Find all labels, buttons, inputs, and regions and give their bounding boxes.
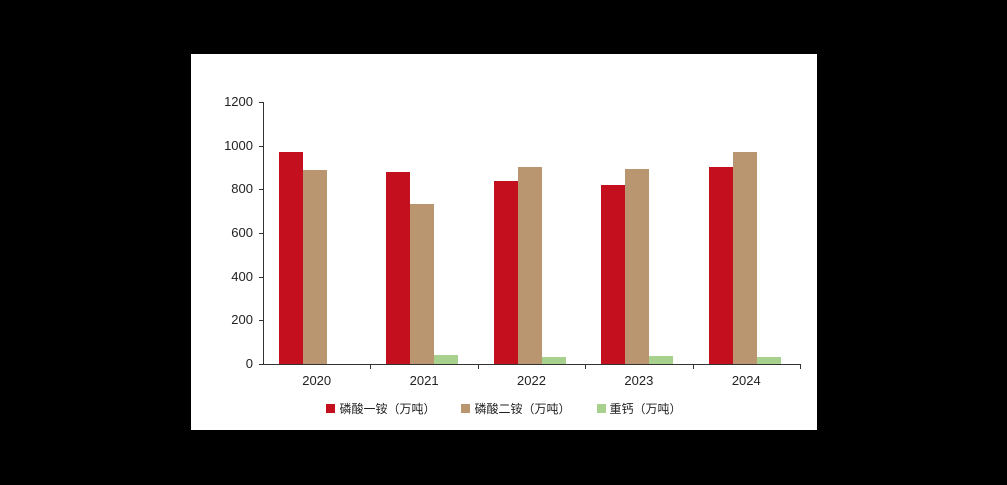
bar-2022-series-2 — [541, 357, 566, 364]
x-axis — [263, 364, 800, 365]
y-tick-label: 200 — [231, 312, 253, 328]
bar-2024-series-2 — [756, 356, 781, 364]
bar-2024-series-1 — [732, 151, 757, 364]
x-tick — [692, 364, 694, 369]
bar-2023-series-0 — [601, 184, 626, 364]
chart-panel: 0 200 400 600 800 1000 1200 2020 2021 2022 2023 202… — [191, 54, 817, 430]
legend-item: 磷酸一铵（万吨） — [326, 400, 435, 417]
x-tick — [800, 364, 801, 369]
bar-2023-series-2 — [649, 356, 674, 364]
bar-2024-series-0 — [708, 166, 733, 364]
x-tick-label: 2024 — [731, 373, 761, 388]
y-tick — [259, 320, 263, 322]
bar-2020-series-0 — [279, 152, 303, 364]
bar-2022-series-0 — [493, 181, 518, 364]
x-tick — [370, 364, 372, 369]
y-tick-label: 800 — [231, 181, 253, 197]
x-tick — [585, 364, 587, 369]
y-tick — [259, 276, 263, 278]
y-tick — [259, 233, 263, 234]
x-tick-label: 2022 — [517, 373, 546, 388]
bar-2020-series-1 — [303, 169, 327, 364]
plot-area: 0 200 400 600 800 1000 1200 2020 2021 2022 2023 202… — [224, 94, 801, 388]
legend-item: 重钙（万吨） — [596, 400, 682, 417]
legend-swatch-icon — [326, 404, 336, 413]
bar-2021-series-0 — [386, 171, 411, 364]
legend-swatch-icon — [461, 404, 471, 413]
legend-label: 磷酸一铵（万吨） — [339, 402, 436, 416]
x-tick-label: 2023 — [624, 373, 654, 388]
bar-2023-series-1 — [625, 168, 650, 364]
y-tick-label: 0 — [245, 356, 253, 371]
legend-label: 磷酸二铵（万吨） — [474, 402, 571, 416]
bar-2021-series-2 — [434, 355, 459, 364]
y-tick — [259, 364, 263, 365]
x-tick-label: 2020 — [302, 373, 332, 388]
bar-2022-series-1 — [517, 167, 542, 364]
y-tick-label: 400 — [231, 268, 253, 284]
y-tick-label: 600 — [231, 225, 253, 240]
y-tick-label: 1000 — [224, 137, 253, 153]
bar-2021-series-1 — [410, 203, 435, 364]
legend-label: 重钙（万吨） — [609, 402, 682, 416]
x-tick — [477, 364, 479, 369]
y-axis — [263, 102, 264, 364]
legend-swatch-icon — [596, 404, 606, 413]
legend: 磷酸一铵（万吨） 磷酸二铵（万吨） 重钙（万吨） — [191, 400, 817, 417]
y-tick-label: 1200 — [224, 94, 253, 109]
legend-item: 磷酸二铵（万吨） — [461, 400, 571, 417]
y-tick — [259, 189, 263, 191]
y-tick — [259, 102, 263, 103]
y-tick — [259, 145, 263, 147]
x-tick-label: 2021 — [409, 373, 439, 388]
